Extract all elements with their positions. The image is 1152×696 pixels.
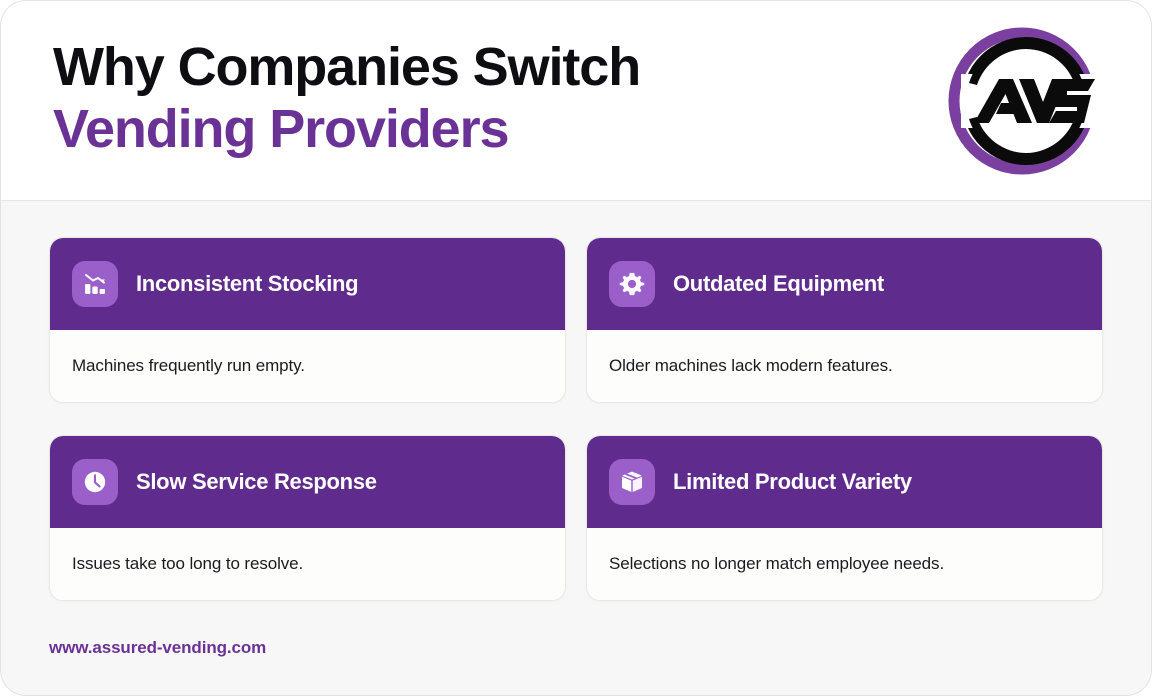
reason-card-header: Inconsistent Stocking bbox=[50, 238, 565, 330]
header-bar: Why Companies Switch Vending Providers bbox=[1, 1, 1151, 201]
reason-card-title: Outdated Equipment bbox=[673, 271, 884, 296]
reason-card-header: Limited Product Variety bbox=[587, 436, 1102, 528]
website-url[interactable]: www.assured-vending.com bbox=[49, 638, 267, 657]
reason-card-header: Slow Service Response bbox=[50, 436, 565, 528]
page-title: Why Companies Switch Vending Providers bbox=[53, 37, 641, 161]
icon-tile bbox=[609, 261, 655, 307]
reason-card-text: Issues take too long to resolve. bbox=[72, 554, 304, 574]
reason-card-body: Older machines lack modern features. bbox=[587, 330, 1102, 402]
title-line-accent: Vending Providers bbox=[53, 98, 510, 159]
icon-tile bbox=[609, 459, 655, 505]
reason-card-text: Selections no longer match employee need… bbox=[609, 554, 945, 574]
clock-icon bbox=[84, 471, 106, 493]
reason-card-title: Limited Product Variety bbox=[673, 469, 912, 494]
avs-logo-icon bbox=[948, 25, 1101, 176]
gear-icon bbox=[619, 272, 645, 296]
reason-card: Slow Service Response Issues take too lo… bbox=[49, 435, 566, 601]
icon-tile bbox=[72, 261, 118, 307]
icon-tile bbox=[72, 459, 118, 505]
reason-card-body: Selections no longer match employee need… bbox=[587, 528, 1102, 600]
content-area: Inconsistent Stocking Machines frequentl… bbox=[1, 201, 1151, 695]
reason-card-grid: Inconsistent Stocking Machines frequentl… bbox=[49, 237, 1103, 601]
reason-card-title: Slow Service Response bbox=[136, 469, 377, 494]
reason-card: Limited Product Variety Selections no lo… bbox=[586, 435, 1103, 601]
chart-declining-icon bbox=[85, 274, 105, 294]
reason-card: Inconsistent Stocking Machines frequentl… bbox=[49, 237, 566, 403]
reason-card-header: Outdated Equipment bbox=[587, 238, 1102, 330]
reason-card-body: Issues take too long to resolve. bbox=[50, 528, 565, 600]
reason-card: Outdated Equipment Older machines lack m… bbox=[586, 237, 1103, 403]
avs-logo bbox=[943, 22, 1101, 180]
title-line-primary: Why Companies Switch bbox=[53, 37, 641, 98]
reason-card-title: Inconsistent Stocking bbox=[136, 271, 359, 296]
reason-card-body: Machines frequently run empty. bbox=[50, 330, 565, 402]
reason-card-text: Machines frequently run empty. bbox=[72, 356, 305, 376]
reason-card-text: Older machines lack modern features. bbox=[609, 356, 893, 376]
box-package-icon bbox=[622, 471, 642, 492]
